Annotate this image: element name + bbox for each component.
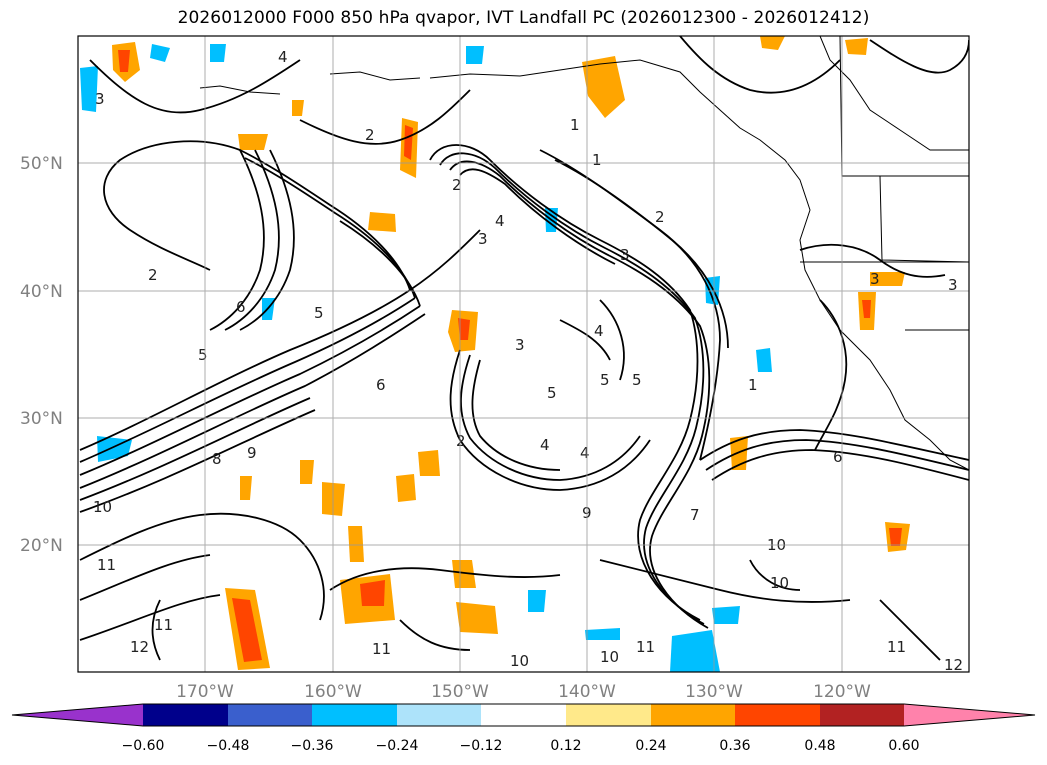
colorbar-bin (397, 704, 481, 726)
lon-label-130w: 130°W (685, 682, 743, 702)
contour-label: 1 (748, 376, 758, 394)
contour-label: 5 (547, 384, 557, 402)
colorbar-outline (11, 703, 1036, 727)
map-frame (77, 35, 970, 673)
coastline (199, 36, 969, 471)
contour-label: 8 (212, 450, 222, 468)
colorbar-bin (312, 704, 397, 726)
contour-label: 2 (148, 266, 158, 284)
colorbar-tick-label: −0.60 (122, 738, 165, 754)
contour-label: 6 (236, 298, 246, 316)
contour-label: 3 (870, 270, 880, 288)
colorbar-tick-label: −0.24 (376, 738, 419, 754)
contour-label: 3 (515, 336, 525, 354)
contour-label: 11 (372, 640, 391, 658)
colorbar-bin (820, 704, 904, 726)
contour-label: 4 (540, 436, 550, 454)
contour-label: 11 (887, 638, 906, 656)
contour-label: 11 (97, 556, 116, 574)
plot-title: 2026012000 F000 850 hPa qvapor, IVT Land… (177, 8, 870, 28)
lat-label-30n: 30°N (20, 409, 63, 429)
contour-label: 1 (592, 151, 602, 169)
latitude-labels: 50°N 40°N 30°N 20°N (20, 154, 63, 556)
colorbar-bin (143, 704, 228, 726)
contour-label: 5 (632, 371, 642, 389)
contour-label: 2 (456, 432, 466, 450)
colorbar-extend-high (904, 704, 1035, 726)
colorbar-tick-label: 0.24 (635, 738, 666, 754)
contour-label: 1 (570, 116, 580, 134)
colorbar-tick-label: −0.48 (207, 738, 250, 754)
longitude-labels: 170°W 160°W 150°W 140°W 130°W 120°W (176, 682, 871, 702)
lon-label-120w: 120°W (813, 682, 871, 702)
contour-label: 7 (690, 506, 700, 524)
contour-label: 3 (620, 246, 630, 264)
colorbar-tick-label: −0.12 (460, 738, 503, 754)
contour-label: 10 (770, 574, 789, 592)
lon-label-140w: 140°W (558, 682, 616, 702)
colorbar: −0.60 −0.48 −0.36 −0.24 −0.12 0.12 0.24 … (11, 703, 1036, 754)
colorbar-extend-low (12, 704, 143, 726)
contour-label: 10 (600, 648, 619, 666)
colorbar-tick-label: −0.36 (291, 738, 334, 754)
colorbar-tick-label: 0.60 (888, 738, 919, 754)
contour-label: 4 (580, 444, 590, 462)
ivt-contours (79, 36, 969, 661)
contour-label: 4 (594, 322, 604, 340)
contour-label: 3 (948, 276, 958, 294)
contour-label: 2 (365, 126, 375, 144)
contour-label: 11 (154, 616, 173, 634)
contour-label: 11 (636, 638, 655, 656)
contour-label: 2 (452, 176, 462, 194)
colorbar-tick-label: 0.36 (719, 738, 750, 754)
lon-label-170w: 170°W (176, 682, 234, 702)
gridlines (78, 36, 969, 672)
contour-label: 10 (510, 652, 529, 670)
lon-label-160w: 160°W (304, 682, 362, 702)
colorbar-bin (481, 704, 566, 726)
contour-label: 12 (944, 656, 963, 674)
map-area: 3 2 2 3 4 2 6 5 5 6 4 5 5 5 3 8 9 10 11 … (78, 36, 969, 674)
contour-label: 5 (198, 346, 208, 364)
colorbar-bin (228, 704, 312, 726)
contour-label: 5 (600, 371, 610, 389)
contour-label: 9 (247, 444, 257, 462)
contour-label: 12 (130, 638, 149, 656)
colorbar-bin (651, 704, 735, 726)
colorbar-tick-label: 0.12 (550, 738, 581, 754)
lat-label-50n: 50°N (20, 154, 63, 174)
colorbar-bin (566, 704, 651, 726)
contour-labels: 3 2 2 3 4 2 6 5 5 6 4 5 5 5 3 8 9 10 11 … (93, 48, 963, 674)
contour-label: 10 (93, 498, 112, 516)
contour-label: 4 (495, 212, 505, 230)
contour-label: 4 (278, 48, 288, 66)
colorbar-bin (735, 704, 820, 726)
contour-label: 3 (478, 230, 488, 248)
contour-label: 2 (655, 208, 665, 226)
lat-label-20n: 20°N (20, 536, 63, 556)
contour-label: 5 (314, 304, 324, 322)
lat-label-40n: 40°N (20, 282, 63, 302)
lon-label-150w: 150°W (431, 682, 489, 702)
contour-label: 6 (833, 448, 843, 466)
contour-label: 3 (95, 90, 105, 108)
contour-label: 6 (376, 376, 386, 394)
colorbar-tick-label: 0.48 (804, 738, 835, 754)
